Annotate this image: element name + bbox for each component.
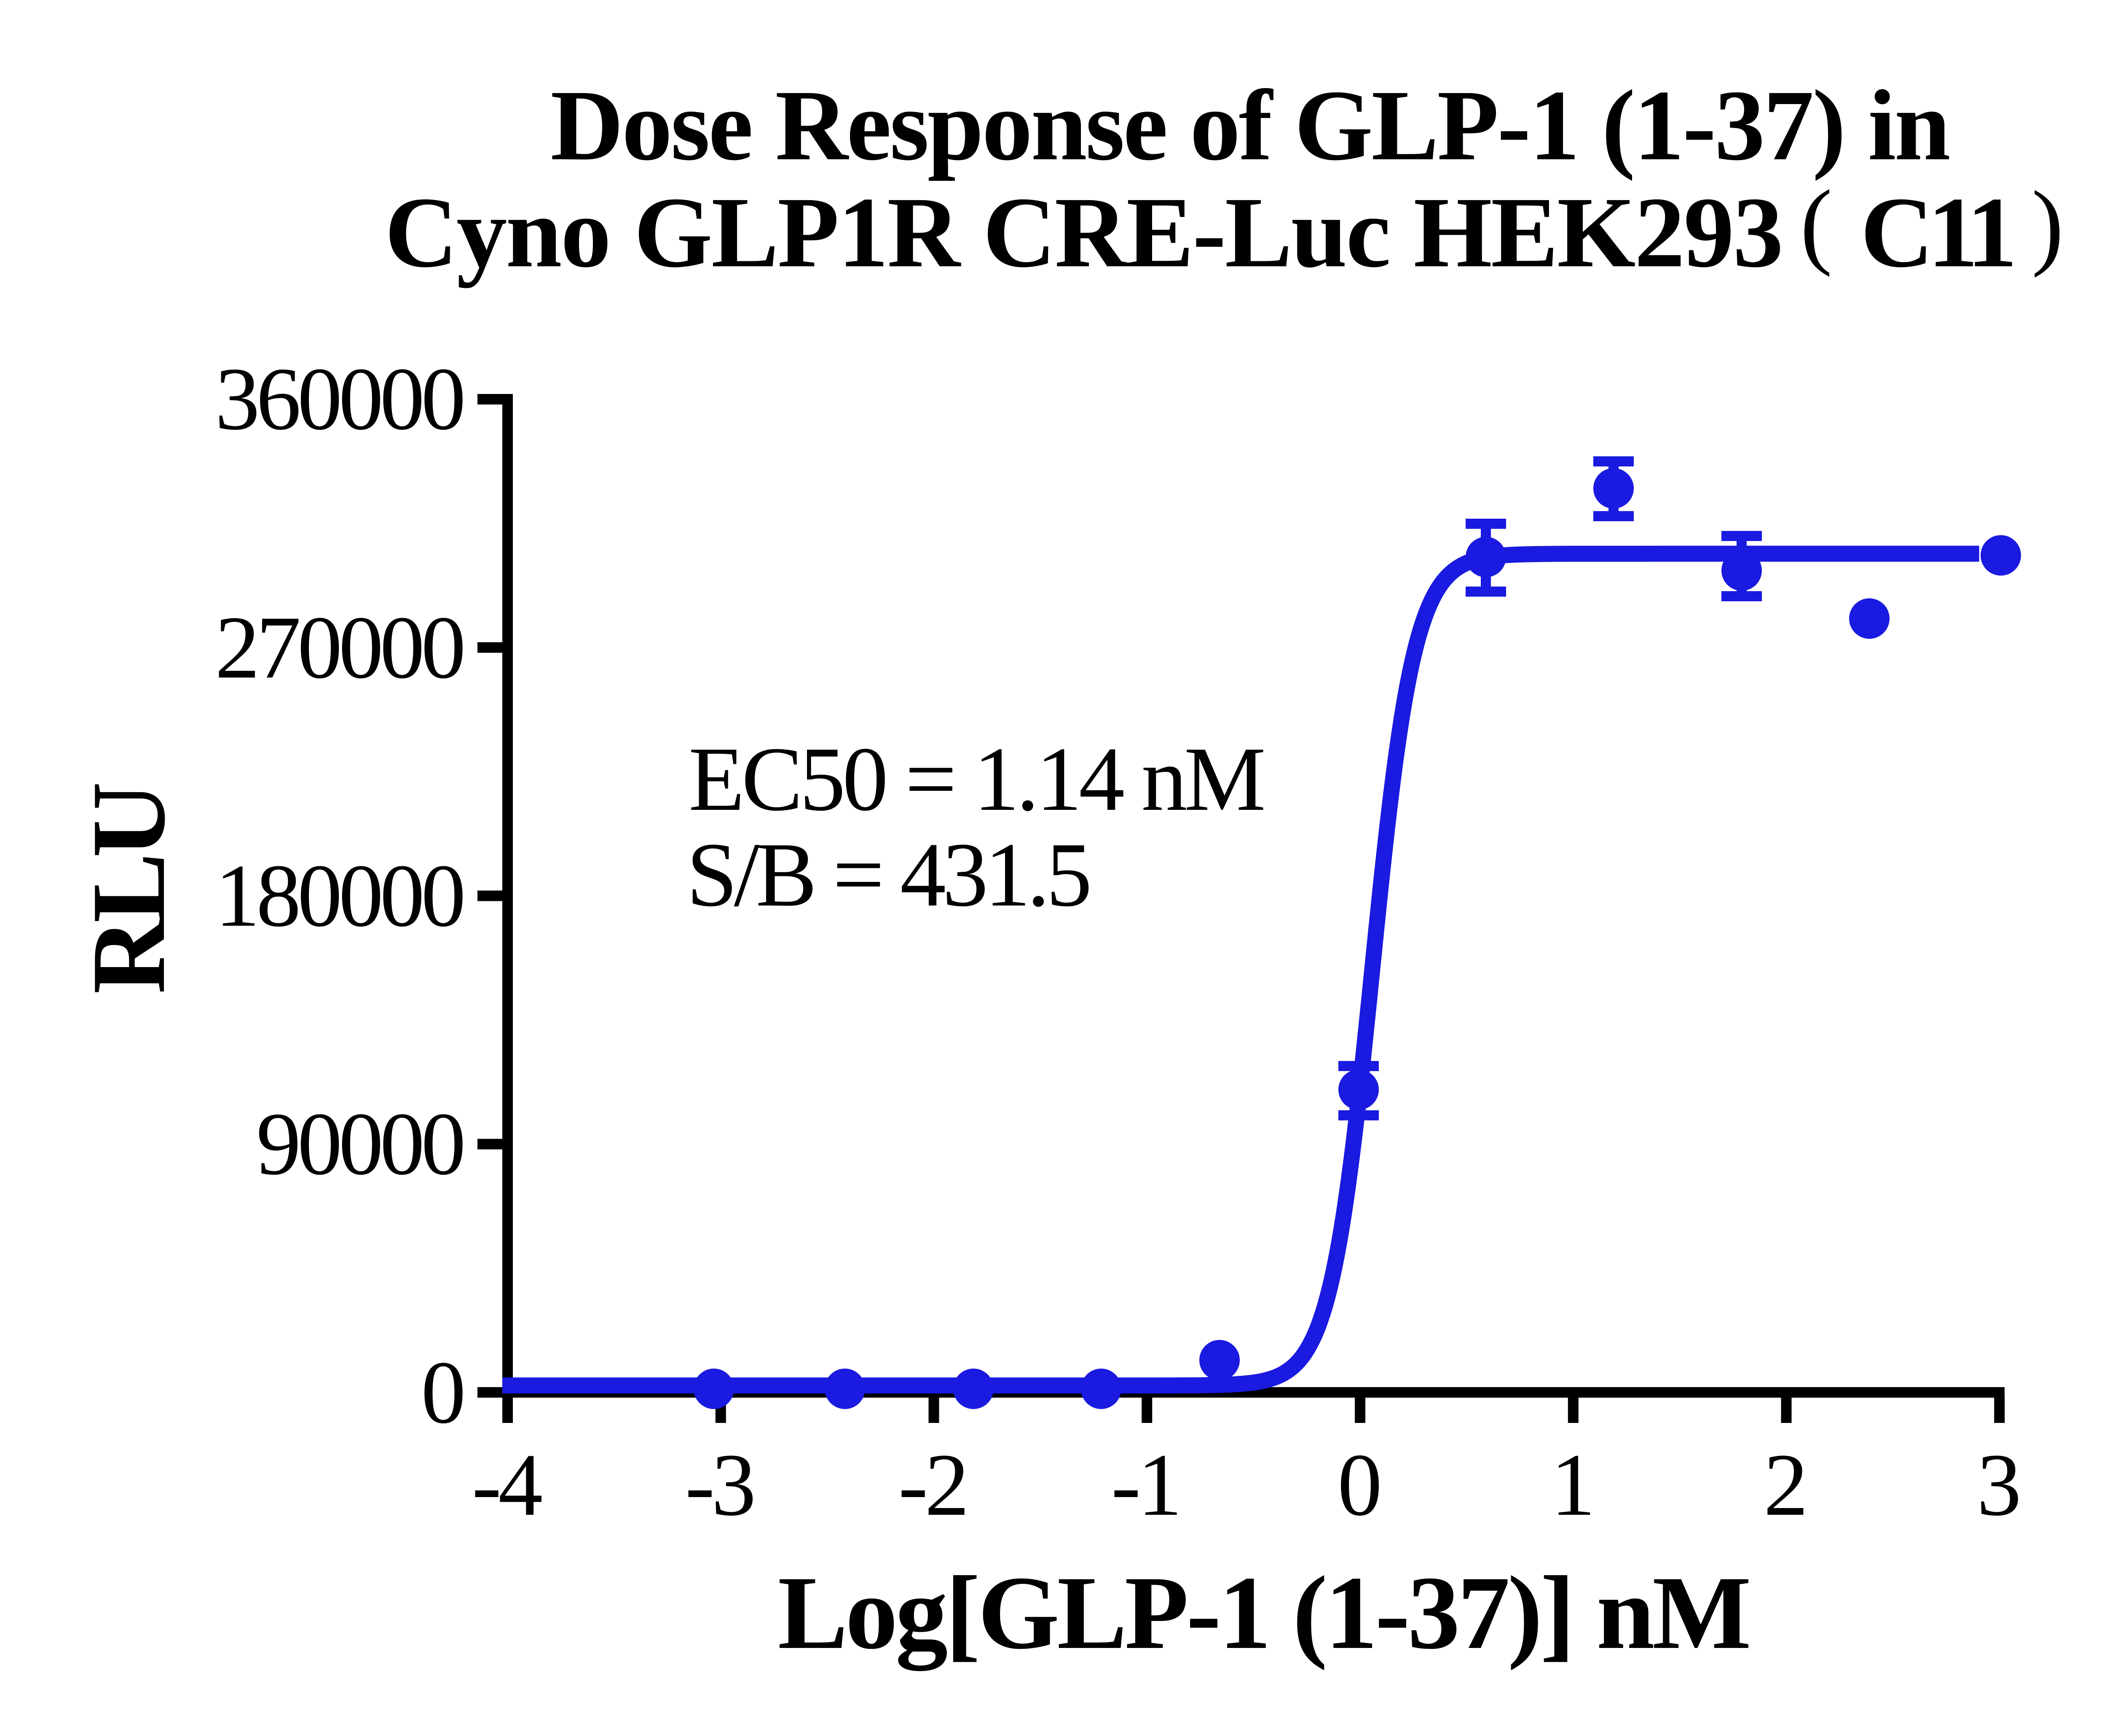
svg-text:Dose Response of GLP-1 (1-37): Dose Response of GLP-1 (1-37) in xyxy=(550,69,1949,181)
svg-text:-1: -1 xyxy=(1111,1435,1179,1534)
svg-text:0: 0 xyxy=(1338,1435,1379,1534)
svg-text:180000: 180000 xyxy=(215,846,463,946)
svg-text:EC50 = 1.14 nM: EC50 = 1.14 nM xyxy=(689,729,1263,830)
svg-text:Cyno GLP1R CRE-Luc HEK293: Cyno GLP1R CRE-Luc HEK293 xyxy=(385,176,1782,288)
svg-text:-2: -2 xyxy=(898,1435,966,1534)
svg-text:0: 0 xyxy=(421,1343,463,1442)
svg-text:C11: C11 xyxy=(1860,176,2012,288)
svg-text:2: 2 xyxy=(1764,1435,1805,1534)
svg-text:270000: 270000 xyxy=(215,598,463,697)
svg-text:90000: 90000 xyxy=(256,1094,463,1194)
svg-text:(: ( xyxy=(1800,170,1832,277)
svg-text:Log[GLP-1 (1-37)] nM: Log[GLP-1 (1-37)] nM xyxy=(778,1554,1749,1671)
svg-text:1: 1 xyxy=(1551,1435,1592,1534)
svg-text:360000: 360000 xyxy=(215,349,463,449)
svg-text:-3: -3 xyxy=(685,1435,753,1534)
svg-text:-4: -4 xyxy=(472,1435,542,1534)
svg-text:RLU: RLU xyxy=(70,784,187,994)
svg-text:): ) xyxy=(2032,171,2064,278)
svg-text:S/B = 431.5: S/B = 431.5 xyxy=(686,824,1089,926)
svg-text:3: 3 xyxy=(1977,1435,2018,1534)
